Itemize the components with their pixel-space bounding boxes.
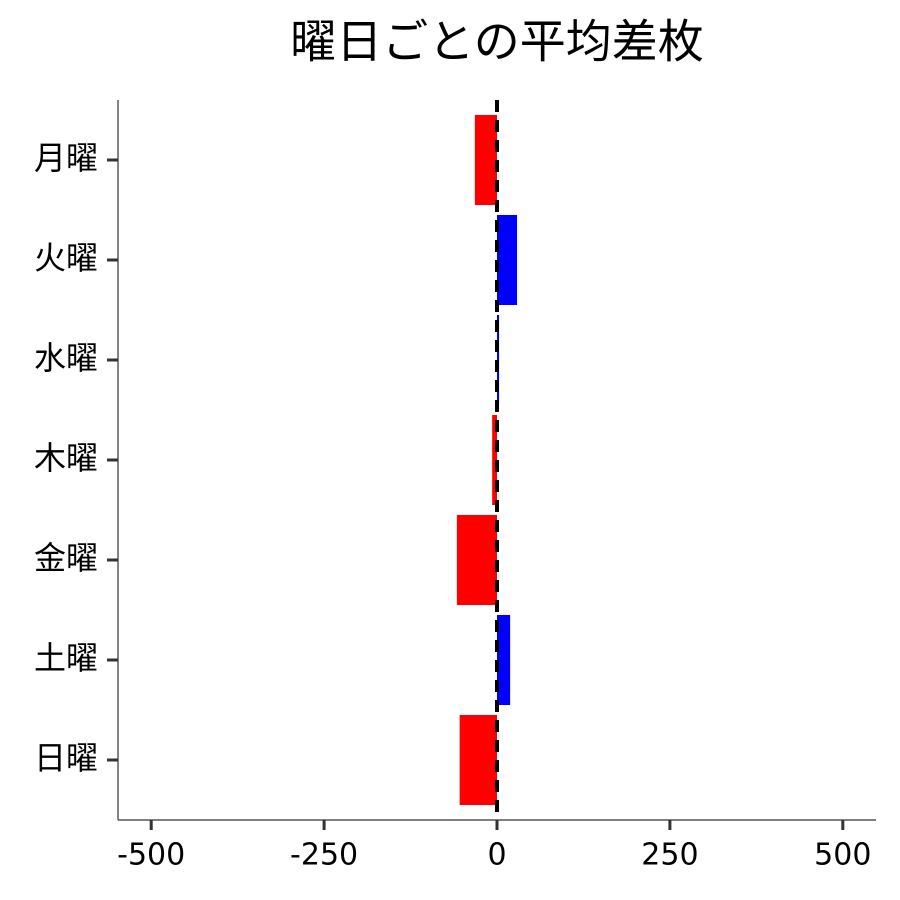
bar bbox=[459, 715, 497, 805]
bar bbox=[497, 615, 511, 705]
y-tick-label: 日曜 bbox=[34, 739, 98, 777]
bar bbox=[497, 215, 518, 305]
y-tick-label: 土曜 bbox=[34, 639, 98, 677]
x-tick-label: 250 bbox=[641, 838, 698, 873]
y-tick-label: 金曜 bbox=[34, 539, 98, 577]
x-tick-label: 500 bbox=[814, 838, 871, 873]
y-tick-label: 水曜 bbox=[34, 339, 98, 377]
bar bbox=[474, 115, 497, 205]
bar bbox=[492, 415, 497, 505]
x-tick-label: -250 bbox=[290, 838, 358, 873]
y-tick-label: 火曜 bbox=[34, 239, 98, 277]
x-tick-label: 0 bbox=[487, 838, 506, 873]
y-tick-label: 月曜 bbox=[34, 139, 98, 177]
x-tick-label: -500 bbox=[117, 838, 185, 873]
chart-title: 曜日ごとの平均差枚 bbox=[290, 15, 704, 69]
y-tick-label: 木曜 bbox=[34, 439, 98, 477]
bar bbox=[456, 515, 497, 605]
